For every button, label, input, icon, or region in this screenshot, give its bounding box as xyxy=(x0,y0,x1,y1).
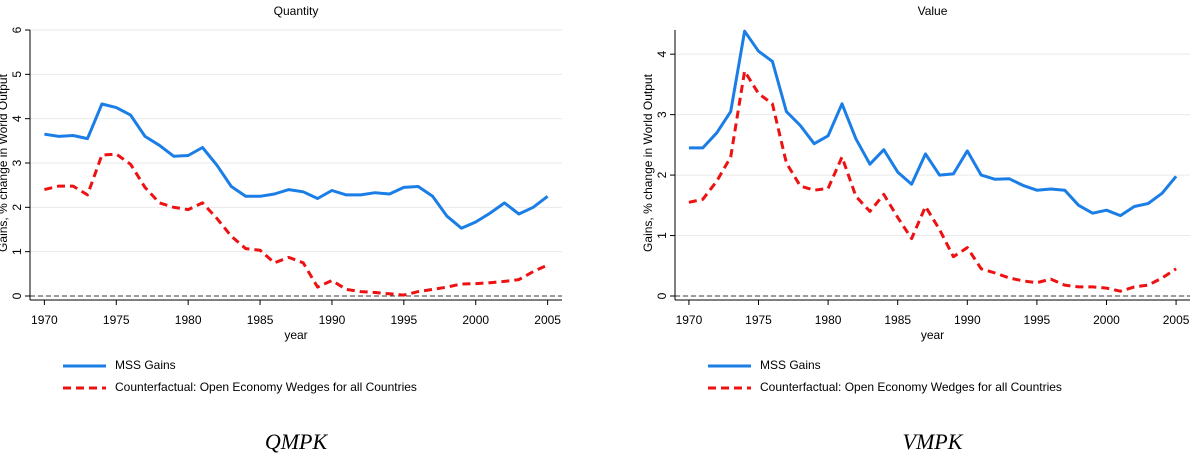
x-tick-label: 1980 xyxy=(815,313,842,327)
x-tick-label: 2000 xyxy=(462,313,489,327)
x-tick-label: 1995 xyxy=(390,313,417,327)
y-axis-label: Gains, % change in World Output xyxy=(641,73,655,252)
y-tick-label: 0 xyxy=(10,292,24,299)
x-tick-label: 1990 xyxy=(954,313,981,327)
y-tick-label: 1 xyxy=(655,232,669,239)
y-tick-label: 4 xyxy=(655,51,669,58)
y-tick-label: 2 xyxy=(655,171,669,178)
legend-label: MSS Gains xyxy=(115,358,176,372)
x-tick-label: 1980 xyxy=(175,313,202,327)
data-line xyxy=(44,152,549,297)
chart-title: Value xyxy=(918,4,948,18)
y-tick-label: 5 xyxy=(10,71,24,78)
x-tick-label: 2005 xyxy=(534,313,561,327)
data-line xyxy=(688,69,1177,293)
caption: VMPK xyxy=(903,429,964,454)
y-axis-label: Gains, % change in World Output xyxy=(0,73,10,252)
y-tick-label: 3 xyxy=(10,159,24,166)
x-axis-label: year xyxy=(284,328,307,342)
x-tick-label: 1990 xyxy=(319,313,346,327)
y-tick-label: 2 xyxy=(10,204,24,211)
x-tick-label: 1995 xyxy=(1024,313,1051,327)
x-tick-label: 1970 xyxy=(676,313,703,327)
chart-title: Quantity xyxy=(274,4,319,18)
x-tick-label: 1970 xyxy=(31,313,58,327)
y-tick-label: 0 xyxy=(655,292,669,299)
legend-label: Counterfactual: Open Economy Wedges for … xyxy=(115,380,417,394)
y-tick-label: 6 xyxy=(10,26,24,33)
x-tick-label: 2000 xyxy=(1093,313,1120,327)
data-line xyxy=(688,29,1178,218)
data-line xyxy=(44,102,549,230)
x-tick-label: 1975 xyxy=(745,313,772,327)
y-tick-label: 4 xyxy=(10,115,24,122)
x-tick-label: 1975 xyxy=(103,313,130,327)
x-tick-label: 2005 xyxy=(1163,313,1190,327)
caption: QMPK xyxy=(265,429,329,454)
y-tick-label: 1 xyxy=(10,248,24,255)
legend-label: MSS Gains xyxy=(760,358,821,372)
x-tick-label: 1985 xyxy=(247,313,274,327)
x-tick-label: 1985 xyxy=(884,313,911,327)
y-tick-label: 3 xyxy=(655,111,669,118)
legend-label: Counterfactual: Open Economy Wedges for … xyxy=(760,380,1062,394)
x-axis-label: year xyxy=(921,328,944,342)
